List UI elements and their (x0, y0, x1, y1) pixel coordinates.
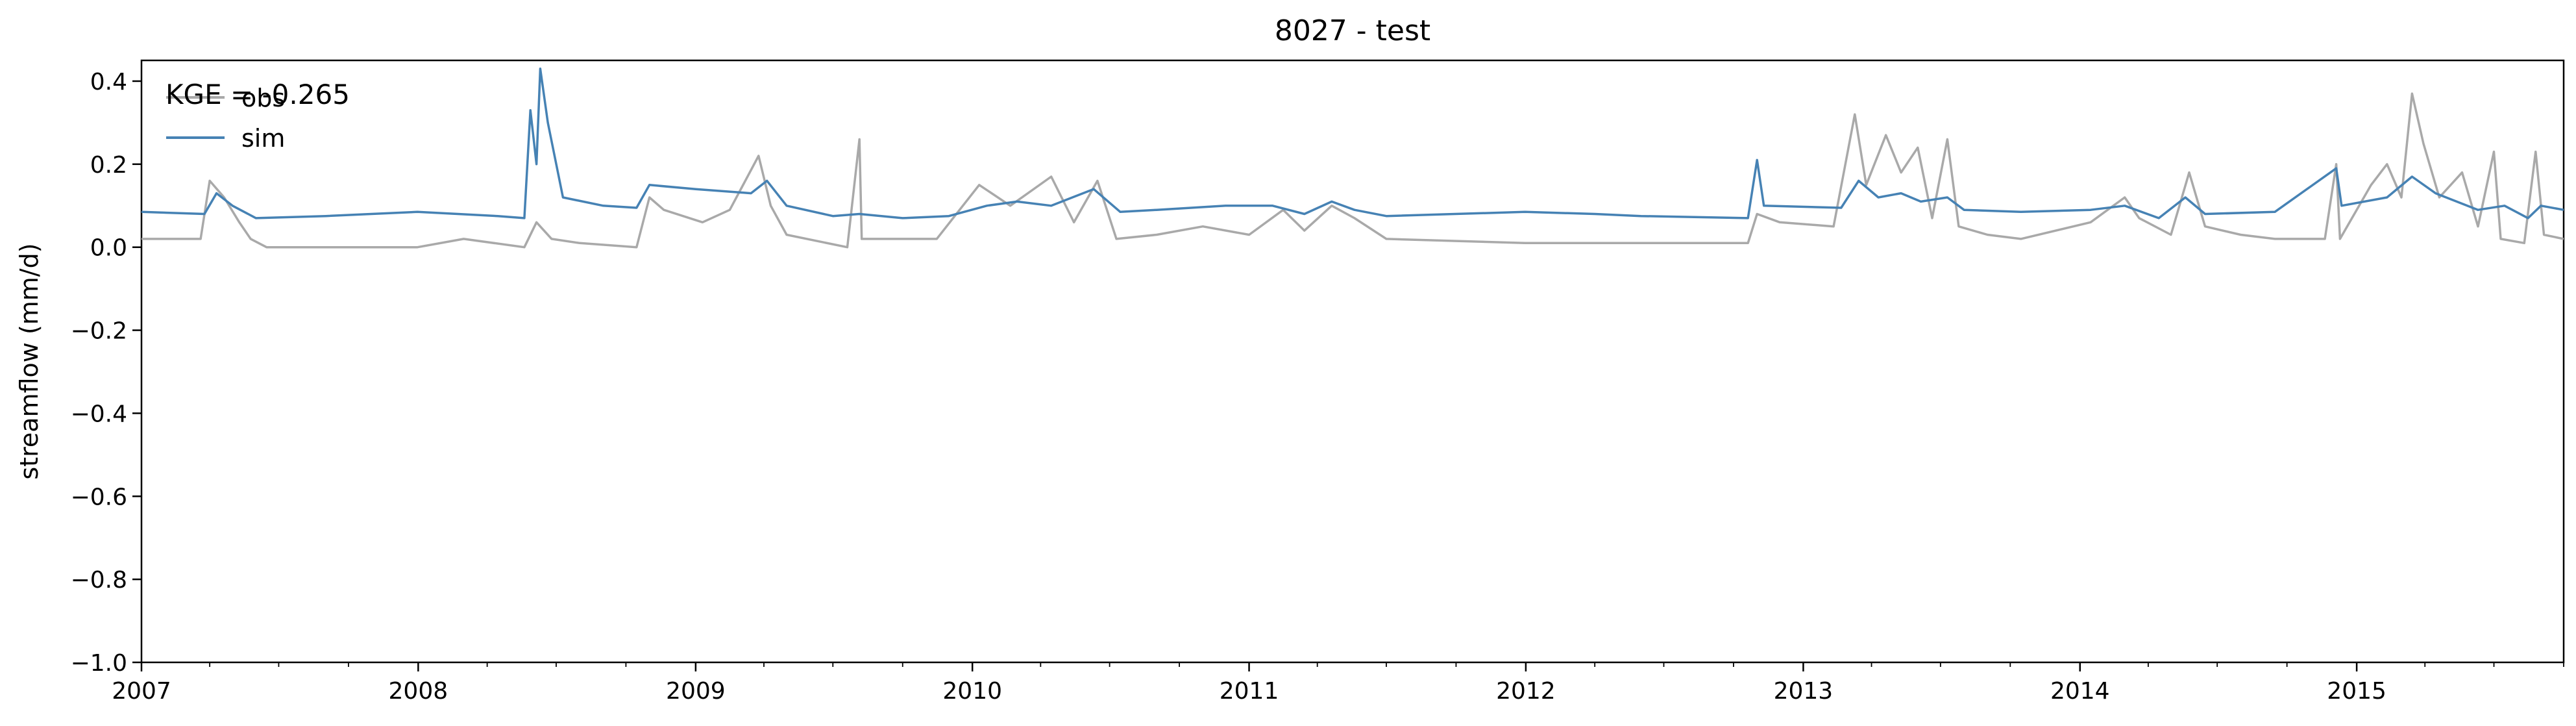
y-axis-label: streamflow (mm/d) (15, 243, 43, 479)
x-tick-label: 2015 (2327, 678, 2386, 705)
y-tick-label: −0.2 (71, 318, 127, 345)
x-tick-label: 2007 (112, 678, 171, 705)
y-tick-label: −0.4 (71, 401, 127, 427)
x-tick-label: 2009 (666, 678, 726, 705)
x-tick-label: 2010 (942, 678, 1002, 705)
series-line-sim (141, 68, 2564, 219)
plot-frame (140, 59, 2565, 664)
y-tick-label: 0.4 (90, 69, 127, 95)
legend-label-sim: sim (241, 124, 285, 153)
y-axis: −1.0 −0.8 −0.6 −0.4 −0.2 0.0 0.2 0.4 (71, 69, 141, 677)
chart-title: 8027 - test (1275, 14, 1430, 47)
legend: obs sim (166, 84, 285, 153)
x-tick-label: 2011 (1220, 678, 1279, 705)
series-line-obs (141, 92, 2564, 249)
y-tick-label: −0.8 (71, 567, 127, 594)
y-tick-label: 0.0 (90, 235, 127, 262)
x-tick-label: 2008 (389, 678, 448, 705)
y-tick-label: −0.6 (71, 484, 127, 510)
y-tick-label: 0.2 (90, 152, 127, 179)
plot-area (140, 59, 2565, 664)
series-layer (141, 68, 2564, 249)
legend-label-obs: obs (241, 84, 285, 112)
x-axis: 2007 2008 2009 2010 2011 2012 2013 2014 2015 (112, 662, 2564, 705)
kge-annotation: KGE = -0.265 (166, 79, 350, 110)
x-tick-label: 2014 (2050, 678, 2110, 705)
x-tick-label: 2013 (1774, 678, 1834, 705)
x-tick-label: 2012 (1496, 678, 1556, 705)
y-tick-label: −1.0 (71, 650, 127, 677)
